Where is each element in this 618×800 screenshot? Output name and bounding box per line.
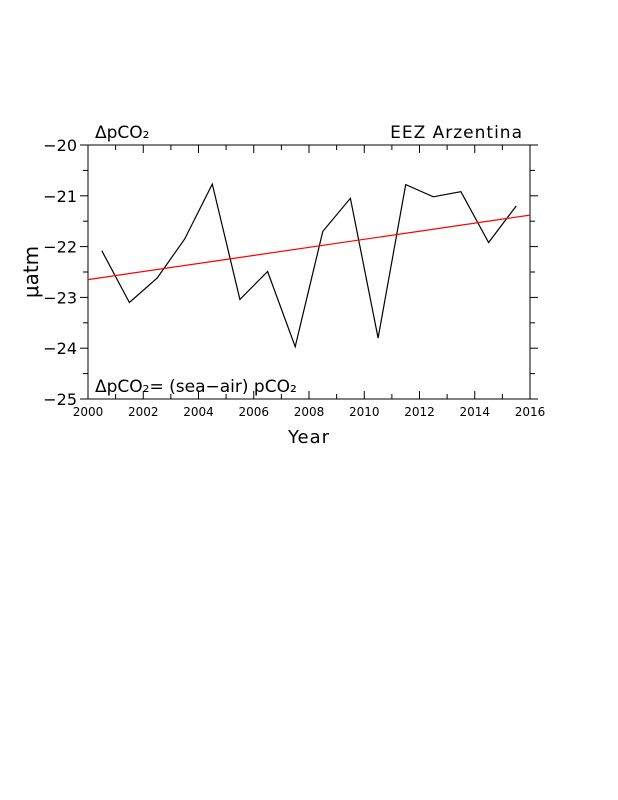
series-line-trend [87, 214, 531, 281]
y-tick-label: −25 [43, 390, 77, 409]
y-tick-label: −20 [43, 136, 77, 155]
y-axis-label: μatm [19, 246, 43, 298]
x-tick-label: 2004 [183, 405, 214, 419]
x-tick-label: 2008 [294, 405, 325, 419]
x-axis-label: Year [287, 427, 330, 448]
y-tick-label: −21 [43, 187, 77, 206]
x-tick-label: 2010 [349, 405, 380, 419]
y-tick-label: −23 [43, 288, 77, 307]
plot-frame [87, 144, 531, 400]
x-tick-label: 2012 [404, 405, 435, 419]
x-tick-label: 2016 [515, 405, 546, 419]
x-tick-label: 2000 [73, 405, 104, 419]
series-line-dpco2 [101, 182, 517, 349]
series-layer [87, 182, 531, 349]
y-tick-label: −22 [43, 238, 77, 257]
title-left: ΔpCO₂ [95, 123, 150, 143]
title-right: EEZ Arzentina [390, 123, 523, 143]
y-axis-ticks: −25 −24 −23 −22 −21 −20 [43, 136, 538, 409]
x-tick-label: 2002 [128, 405, 159, 419]
y-tick-label: −24 [43, 339, 77, 358]
x-tick-label: 2014 [459, 405, 490, 419]
annotation: ΔpCO₂= (sea−air) pCO₂ [95, 377, 297, 397]
x-tick-label: 2006 [238, 405, 269, 419]
x-axis-ticks: 2000 2002 2004 2006 2008 2010 2012 2014 2016 [73, 145, 546, 419]
